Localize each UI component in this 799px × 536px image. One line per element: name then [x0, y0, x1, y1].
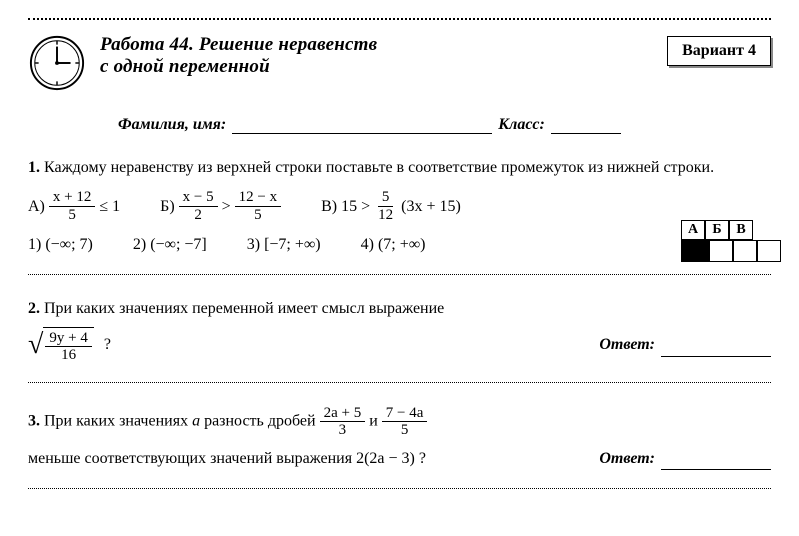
task3-line2: меньше соответствующих значений выражени…	[28, 447, 426, 470]
task1-options: А) x + 125 ≤ 1 Б) x − 52 > 12 − x5 В) 15…	[28, 189, 771, 223]
task3-frac2: 7 − 4a5	[382, 405, 428, 439]
task1-ans1: 1) (−∞; 7)	[28, 233, 93, 256]
task-2: 2. При каких значениях переменной имеет …	[28, 297, 771, 363]
task2-num: 2.	[28, 300, 40, 317]
task1-text: Каждому неравенству из верхней строки по…	[44, 159, 714, 176]
task-1: 1. Каждому неравенству из верхней строки…	[28, 156, 771, 256]
grid-cell-v[interactable]	[757, 240, 781, 262]
grid-col-v: В	[729, 220, 753, 240]
task2-answer: Ответ:	[599, 333, 771, 356]
name-label: Фамилия, имя:	[118, 116, 226, 134]
divider-3	[28, 488, 771, 489]
task1-optA: А) x + 125 ≤ 1	[28, 189, 120, 223]
class-input[interactable]	[551, 118, 621, 134]
task2-text: При каких значениях переменной имеет смы…	[44, 300, 444, 317]
variant-badge: Вариант 4	[667, 36, 771, 66]
sqrt-icon: √	[28, 331, 43, 359]
task3-text-b: разность дробей	[200, 412, 320, 429]
task3-var: a	[192, 412, 200, 429]
grid-black-left	[681, 240, 709, 262]
task1-ans4: 4) (7; +∞)	[361, 233, 426, 256]
class-label: Класс:	[498, 116, 545, 134]
task3-answer-input[interactable]	[661, 456, 771, 470]
task2-expression: √ 9y + 416 ?	[28, 327, 111, 364]
task1-answers: 1) (−∞; 7) 2) (−∞; −7] 3) [−7; +∞) 4) (7…	[28, 233, 771, 256]
answer-grid: А Б В	[681, 220, 781, 262]
task3-num: 3.	[28, 412, 40, 429]
task3-text-a: При каких значениях	[44, 412, 192, 429]
task-3: 3. При каких значениях a разность дробей…	[28, 405, 771, 470]
header: Работа 44. Решение неравенств с одной пе…	[28, 34, 771, 92]
name-row: Фамилия, имя: Класс:	[118, 116, 771, 134]
page-dotted-border	[28, 18, 771, 20]
task2-answer-input[interactable]	[661, 343, 771, 357]
grid-cell-a[interactable]	[709, 240, 733, 262]
grid-cell-b[interactable]	[733, 240, 757, 262]
divider-2	[28, 382, 771, 383]
name-input[interactable]	[232, 118, 492, 134]
grid-col-a: А	[681, 220, 705, 240]
task1-ans2: 2) (−∞; −7]	[133, 233, 207, 256]
clock-icon	[28, 34, 86, 92]
grid-col-b: Б	[705, 220, 729, 240]
task1-optB: Б) x − 52 > 12 − x5	[160, 189, 281, 223]
divider-1	[28, 274, 771, 275]
task3-and: и	[369, 412, 382, 429]
task1-ans3: 3) [−7; +∞)	[247, 233, 321, 256]
task1-optC: В) 15 > 512 (3x + 15)	[321, 189, 461, 223]
task1-num: 1.	[28, 159, 40, 176]
task3-frac1: 2a + 53	[320, 405, 366, 439]
task3-answer: Ответ:	[599, 447, 771, 470]
